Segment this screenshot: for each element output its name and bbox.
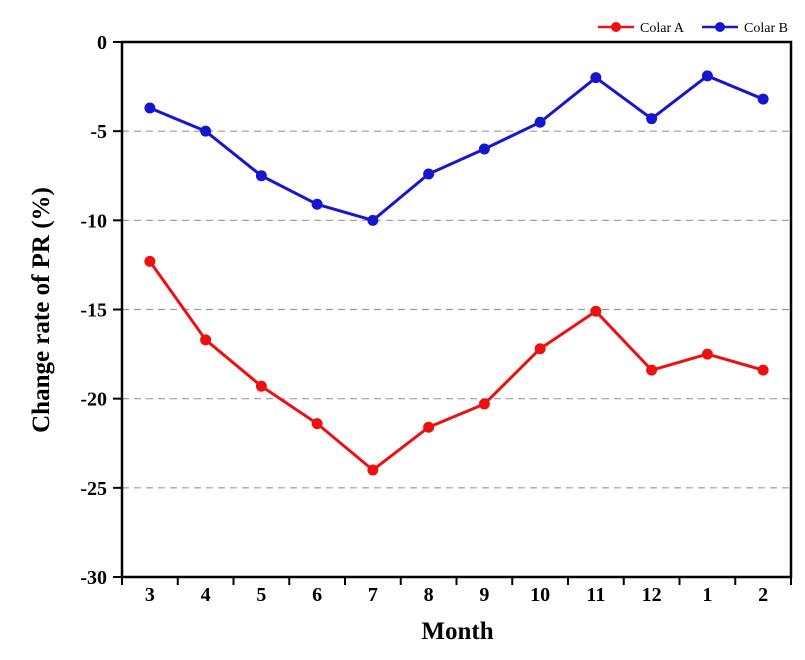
data-point-colar-b — [646, 113, 658, 125]
x-tick-label: 7 — [368, 584, 378, 606]
data-point-colar-a — [757, 364, 769, 376]
y-tick-label: -15 — [80, 300, 107, 322]
legend-label-colar-b: Colar B — [744, 21, 788, 36]
plot-border — [120, 40, 793, 579]
legend-marker-colar-a — [611, 22, 621, 32]
data-point-colar-a — [478, 398, 490, 410]
data-point-colar-a — [534, 343, 546, 355]
y-tick-label: -10 — [80, 210, 107, 232]
legend-item-colar-b: Colar B — [702, 21, 788, 36]
x-tick-label: 9 — [479, 584, 489, 606]
x-tick-label: 12 — [642, 584, 662, 606]
series-colar-b — [144, 70, 769, 226]
data-point-colar-b — [367, 214, 379, 226]
x-tick-label: 1 — [702, 584, 712, 606]
data-point-colar-a — [590, 305, 602, 317]
data-point-colar-b — [701, 70, 713, 82]
x-tick-label: 11 — [586, 584, 605, 606]
data-point-colar-a — [200, 334, 212, 346]
data-point-colar-a — [423, 421, 435, 433]
legend-label-colar-a: Colar A — [640, 21, 685, 36]
y-tick-label: -5 — [90, 121, 107, 143]
x-tick-label: 3 — [145, 584, 155, 606]
x-tick-label: 5 — [256, 584, 266, 606]
x-tick-label: 8 — [424, 584, 434, 606]
series-line-colar-b — [148, 74, 765, 222]
data-point-colar-a — [255, 380, 267, 392]
data-point-colar-b — [757, 93, 769, 105]
data-point-colar-a — [646, 364, 658, 376]
legend: Colar A Colar B — [598, 21, 788, 36]
x-axis-title: Month — [421, 618, 494, 645]
series-colar-a — [144, 255, 769, 476]
y-tick-label: -30 — [80, 567, 107, 589]
data-point-colar-b — [478, 143, 490, 155]
data-point-colar-a — [144, 255, 156, 267]
x-tick-label: 6 — [312, 584, 322, 606]
y-axis: 0 -5 -10 -15 -20 -25 -30 — [80, 32, 122, 589]
legend-marker-colar-b — [715, 22, 725, 32]
data-point-colar-b — [311, 198, 323, 210]
data-point-colar-b — [423, 168, 435, 180]
legend-item-colar-a: Colar A — [598, 21, 685, 36]
x-tick-label: 4 — [201, 584, 211, 606]
data-point-colar-b — [200, 125, 212, 137]
x-tick-label: 10 — [530, 584, 550, 606]
y-tick-label: -25 — [80, 478, 107, 500]
x-axis: 3 4 5 6 7 8 9 10 11 12 1 2 — [121, 577, 792, 606]
data-point-colar-a — [367, 464, 379, 476]
gridlines — [122, 130, 791, 489]
data-point-colar-b — [590, 72, 602, 84]
data-point-colar-a — [701, 348, 713, 360]
data-point-colar-b — [255, 170, 267, 182]
data-point-colar-a — [311, 418, 323, 430]
x-tick-label: 2 — [758, 584, 768, 606]
data-point-colar-b — [144, 102, 156, 114]
series-line-colar-a — [148, 259, 765, 472]
y-tick-label: 0 — [97, 32, 107, 54]
y-tick-label: -20 — [80, 389, 107, 411]
data-point-colar-b — [534, 116, 546, 128]
y-axis-title: Change rate of PR (%) — [28, 187, 55, 433]
